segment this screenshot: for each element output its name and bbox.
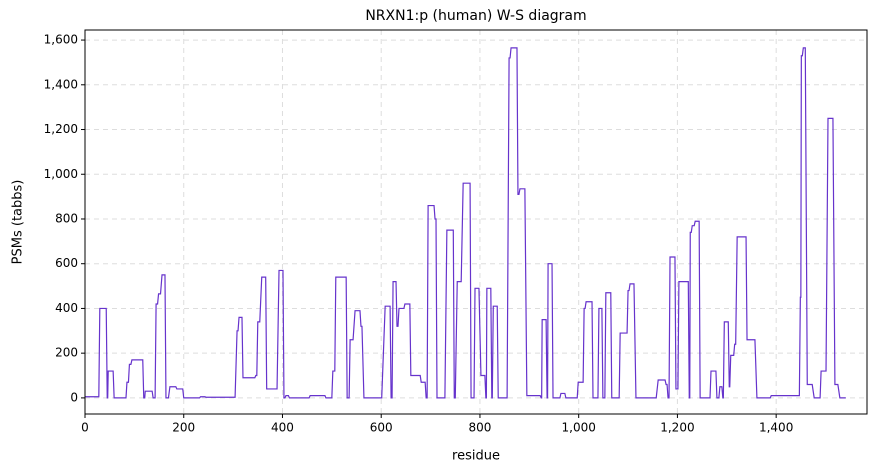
- x-tick-label: 200: [172, 421, 195, 435]
- chart-title: NRXN1:p (human) W-S diagram: [365, 8, 586, 24]
- y-tick-label: 200: [55, 346, 78, 360]
- y-tick-label: 0: [70, 390, 78, 404]
- x-tick-label: 0: [81, 421, 89, 435]
- x-tick-label: 800: [468, 421, 491, 435]
- y-tick-label: 600: [55, 256, 78, 270]
- y-tick-label: 1,200: [44, 122, 78, 136]
- data-line: [85, 47, 846, 399]
- x-tick-label: 1,000: [562, 421, 596, 435]
- y-tick-label: 800: [55, 211, 78, 225]
- plot-frame: [84, 29, 868, 415]
- x-tick-label: 1,400: [759, 421, 793, 435]
- x-axis-label: residue: [452, 449, 500, 464]
- x-tick-label: 1,200: [660, 421, 694, 435]
- y-tick-label: 1,400: [44, 77, 78, 91]
- y-tick-label: 400: [55, 301, 78, 315]
- x-tick-label: 400: [271, 421, 294, 435]
- y-tick-label: 1,000: [44, 167, 78, 181]
- x-tick-label: 600: [370, 421, 393, 435]
- y-axis-label: PSMs (tabbs): [11, 180, 26, 265]
- y-tick-label: 1,600: [44, 33, 78, 47]
